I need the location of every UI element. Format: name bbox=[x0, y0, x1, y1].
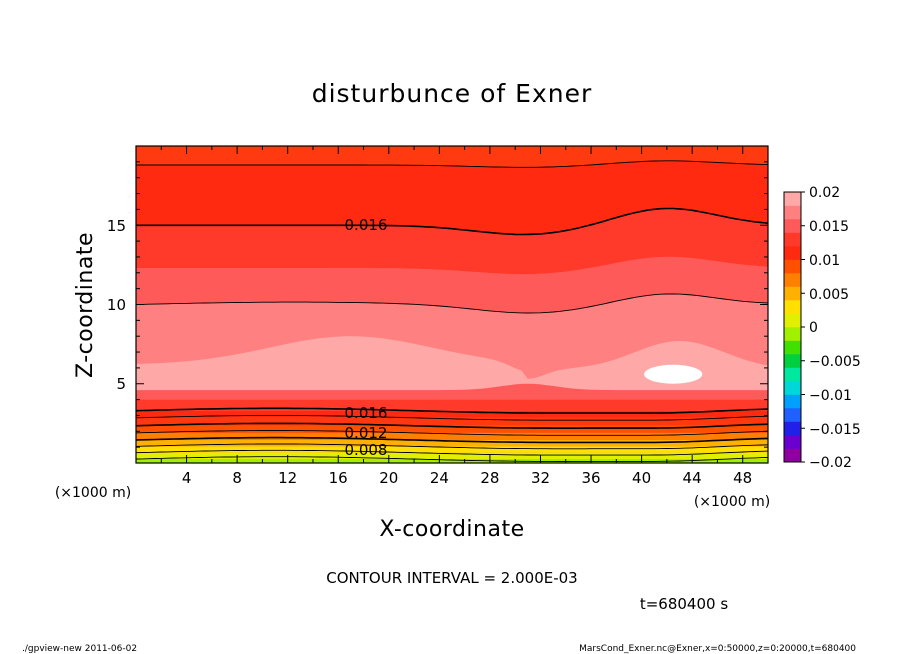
colorbar-swatch-17 bbox=[784, 219, 801, 233]
colorbar-swatch-4 bbox=[784, 394, 801, 409]
y-tick-label-0: 5 bbox=[116, 375, 126, 393]
colorbar-label-0: 0.02 bbox=[809, 185, 840, 201]
color-band-4 bbox=[136, 432, 768, 441]
colorbar-label-8: −0.02 bbox=[809, 455, 852, 471]
white-region bbox=[644, 364, 703, 384]
colorbar-swatch-12 bbox=[784, 286, 801, 301]
x-tick-label-3: 16 bbox=[329, 469, 348, 487]
x-tick-label-7: 32 bbox=[531, 469, 550, 487]
colorbar-swatch-11 bbox=[784, 300, 801, 314]
colorbar-swatch-6 bbox=[784, 367, 801, 382]
colorbar bbox=[784, 192, 801, 463]
x-tick-label-8: 36 bbox=[581, 469, 600, 487]
colorbar-swatch-2 bbox=[784, 421, 801, 436]
x-tick-label-5: 24 bbox=[430, 469, 449, 487]
color-band-5 bbox=[136, 425, 768, 433]
color-band-0 bbox=[136, 459, 768, 463]
x-tick-label-4: 20 bbox=[379, 469, 398, 487]
contour-line-lower-6 bbox=[136, 449, 768, 456]
colorbar-swatch-5 bbox=[784, 381, 801, 395]
colorbar-swatch-19 bbox=[784, 192, 801, 206]
upper-band-1 bbox=[136, 256, 768, 313]
contour-field bbox=[136, 146, 768, 463]
footer-left: ./gpview-new 2011-06-02 bbox=[22, 644, 137, 654]
x-tick-label-10: 44 bbox=[683, 469, 702, 487]
colorbar-swatch-10 bbox=[784, 313, 801, 328]
colorbar-swatch-0 bbox=[784, 448, 801, 463]
colorbar-swatch-16 bbox=[784, 232, 801, 247]
x-tick-label-2: 12 bbox=[278, 469, 297, 487]
x-axis-ticks bbox=[160, 146, 744, 463]
colorbar-label-3: 0.005 bbox=[809, 287, 849, 303]
colorbar-swatch-3 bbox=[784, 408, 801, 422]
color-band-1 bbox=[136, 452, 768, 460]
contour-label-2: 0.012 bbox=[345, 424, 388, 442]
color-band-8 bbox=[136, 399, 768, 411]
contour-line-lower-0 bbox=[136, 407, 768, 414]
colorbar-ticks bbox=[801, 191, 805, 463]
x-tick-label-1: 8 bbox=[232, 469, 242, 487]
contour-line-lower-1 bbox=[136, 415, 768, 421]
colorbar-swatch-9 bbox=[784, 327, 801, 341]
colorbar-swatch-1 bbox=[784, 435, 801, 449]
x-tick-label-9: 40 bbox=[632, 469, 651, 487]
y-tick-label-1: 10 bbox=[107, 296, 126, 314]
chart-title: disturbunce of Exner bbox=[312, 79, 593, 108]
x-units-label: (×1000 m) bbox=[694, 494, 770, 510]
light-pink-region bbox=[136, 336, 768, 391]
footer-right: MarsCond_Exner.nc@Exner,x=0:50000,z=0:20… bbox=[579, 644, 856, 654]
color-band-6 bbox=[136, 417, 768, 426]
contour-line-0-016-upper bbox=[136, 207, 768, 236]
contour-label-0: 0.016 bbox=[345, 216, 388, 234]
contour-line-lower-2 bbox=[136, 422, 768, 429]
x-tick-label-6: 28 bbox=[480, 469, 499, 487]
colorbar-swatch-15 bbox=[784, 246, 801, 260]
contour-line-upper-mid bbox=[136, 293, 768, 314]
y-axis-ticks bbox=[136, 161, 768, 448]
x-tick-label-0: 4 bbox=[182, 469, 192, 487]
colorbar-label-2: 0.01 bbox=[809, 253, 840, 269]
color-band-3 bbox=[136, 440, 768, 447]
x-tick-label-11: 48 bbox=[733, 469, 752, 487]
contour-interval-text: CONTOUR INTERVAL = 2.000E-03 bbox=[326, 569, 577, 587]
contour-line-lower-5 bbox=[136, 443, 768, 450]
colorbar-label-7: −0.015 bbox=[809, 422, 861, 438]
x-axis-label: X-coordinate bbox=[379, 517, 524, 542]
colorbar-swatch-8 bbox=[784, 340, 801, 355]
colorbar-label-5: −0.005 bbox=[809, 354, 861, 370]
contour-line-lower-4 bbox=[136, 436, 768, 444]
color-band-2 bbox=[136, 446, 768, 453]
colorbar-swatch-14 bbox=[784, 259, 801, 274]
contour-lines bbox=[136, 160, 768, 462]
contour-line-top bbox=[136, 160, 768, 168]
upper-band-2 bbox=[136, 208, 768, 275]
y-axis-label: Z-coordinate bbox=[73, 232, 98, 378]
contour-line-lower-7 bbox=[136, 456, 768, 462]
colorbar-swatch-13 bbox=[784, 273, 801, 287]
contour-line-lower-3 bbox=[136, 430, 768, 436]
contour-label-1: 0.016 bbox=[345, 404, 388, 422]
y-units-label: (×1000 m) bbox=[55, 485, 131, 501]
colorbar-label-1: 0.015 bbox=[809, 219, 849, 235]
y-tick-label-2: 15 bbox=[107, 217, 126, 235]
upper-band-4 bbox=[136, 146, 768, 168]
time-text: t=680400 s bbox=[640, 595, 728, 613]
color-band-7 bbox=[136, 410, 768, 418]
upper-band-3 bbox=[136, 160, 768, 235]
colorbar-label-4: 0 bbox=[809, 320, 818, 336]
colorbar-swatch-18 bbox=[784, 205, 801, 220]
colorbar-swatch-7 bbox=[784, 354, 801, 368]
contour-label-3: 0.008 bbox=[345, 441, 388, 459]
colorbar-label-6: −0.01 bbox=[809, 388, 852, 404]
